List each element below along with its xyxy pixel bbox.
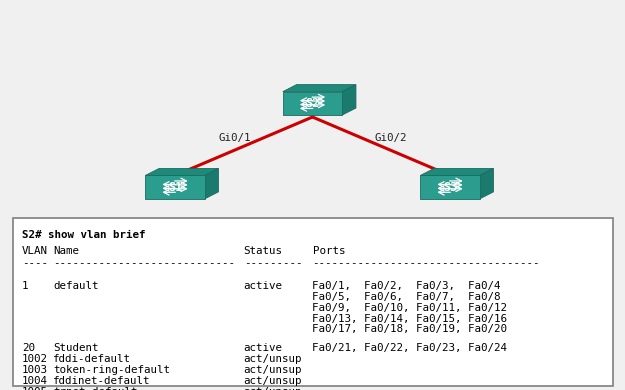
Text: S2# show vlan brief: S2# show vlan brief <box>22 230 146 240</box>
Text: 1003: 1003 <box>22 365 48 375</box>
Text: fddi-default: fddi-default <box>53 354 131 364</box>
Text: Student: Student <box>53 343 99 353</box>
Polygon shape <box>282 85 356 92</box>
Polygon shape <box>282 92 342 115</box>
Text: default: default <box>53 281 99 291</box>
Text: 1005: 1005 <box>22 387 48 390</box>
Text: S1: S1 <box>168 181 182 194</box>
Text: act/unsup: act/unsup <box>244 354 302 364</box>
Text: 1: 1 <box>22 281 28 291</box>
Text: Fa0/13, Fa0/14, Fa0/15, Fa0/16: Fa0/13, Fa0/14, Fa0/15, Fa0/16 <box>312 314 508 324</box>
Polygon shape <box>146 176 205 199</box>
Polygon shape <box>480 168 494 199</box>
FancyBboxPatch shape <box>12 218 612 386</box>
Text: 1002: 1002 <box>22 354 48 364</box>
Text: Status: Status <box>244 246 282 257</box>
Text: trnet-default: trnet-default <box>53 387 138 390</box>
Text: Fa0/17, Fa0/18, Fa0/19, Fa0/20: Fa0/17, Fa0/18, Fa0/19, Fa0/20 <box>312 324 508 335</box>
Text: Name: Name <box>53 246 79 257</box>
Text: -----------------------------------: ----------------------------------- <box>312 258 540 268</box>
Text: S3: S3 <box>443 181 457 194</box>
Text: act/unsup: act/unsup <box>244 365 302 375</box>
Text: act/unsup: act/unsup <box>244 376 302 386</box>
Text: S2: S2 <box>306 97 319 110</box>
Text: 20: 20 <box>22 343 35 353</box>
Text: fddinet-default: fddinet-default <box>53 376 151 386</box>
Text: token-ring-default: token-ring-default <box>53 365 170 375</box>
Text: active: active <box>244 281 282 291</box>
Text: Fa0/5,  Fa0/6,  Fa0/7,  Fa0/8: Fa0/5, Fa0/6, Fa0/7, Fa0/8 <box>312 292 501 302</box>
Text: ----------------------------: ---------------------------- <box>53 258 235 268</box>
Polygon shape <box>205 168 219 199</box>
Text: Gi0/1: Gi0/1 <box>218 133 251 144</box>
Polygon shape <box>420 176 480 199</box>
Text: Fa0/1,  Fa0/2,  Fa0/3,  Fa0/4: Fa0/1, Fa0/2, Fa0/3, Fa0/4 <box>312 281 501 291</box>
Text: act/unsup: act/unsup <box>244 387 302 390</box>
Text: active: active <box>244 343 282 353</box>
Text: Fa0/9,  Fa0/10, Fa0/11, Fa0/12: Fa0/9, Fa0/10, Fa0/11, Fa0/12 <box>312 303 508 313</box>
Text: Ports: Ports <box>312 246 345 257</box>
Text: ---------: --------- <box>244 258 302 268</box>
Text: 1004: 1004 <box>22 376 48 386</box>
Text: VLAN: VLAN <box>22 246 48 257</box>
Polygon shape <box>146 168 219 176</box>
Text: Fa0/21, Fa0/22, Fa0/23, Fa0/24: Fa0/21, Fa0/22, Fa0/23, Fa0/24 <box>312 343 508 353</box>
Text: Gi0/2: Gi0/2 <box>374 133 407 144</box>
Polygon shape <box>342 85 356 115</box>
Text: ----: ---- <box>22 258 48 268</box>
Polygon shape <box>420 168 494 176</box>
